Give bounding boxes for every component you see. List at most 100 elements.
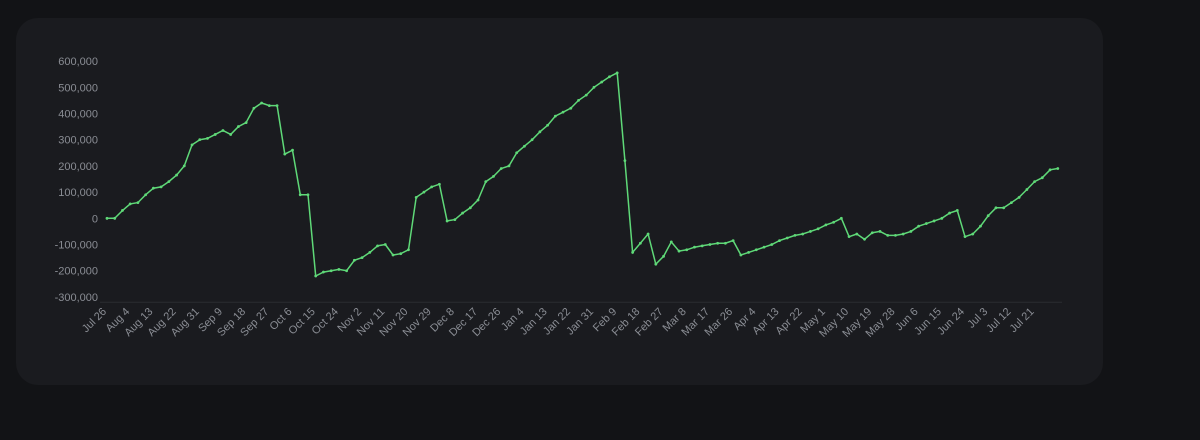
point (175, 173, 178, 177)
point (592, 85, 596, 89)
point (523, 144, 526, 148)
point (538, 130, 542, 134)
point (352, 258, 356, 262)
point (190, 143, 194, 147)
point (182, 164, 186, 168)
point (924, 222, 928, 225)
point (267, 104, 271, 108)
point (1040, 176, 1044, 180)
point (445, 219, 449, 223)
point (986, 214, 990, 218)
point (329, 269, 333, 273)
point (492, 174, 495, 178)
point (476, 198, 480, 202)
x-tick-label: Jul 21 (1007, 306, 1036, 335)
point (909, 230, 913, 233)
point (461, 211, 464, 215)
y-tick-label: -300,000 (55, 292, 98, 304)
point (1048, 168, 1052, 172)
point (244, 121, 248, 125)
point (407, 248, 410, 252)
point (762, 245, 766, 249)
point (948, 211, 951, 215)
point (569, 106, 573, 110)
y-tick-label: 500,000 (58, 82, 98, 94)
point (700, 244, 704, 248)
point (577, 98, 580, 102)
point (979, 224, 982, 228)
y-tick-label: 600,000 (58, 56, 98, 68)
point (615, 71, 619, 75)
point (399, 252, 403, 256)
x-tick-label: Oct 24 (310, 306, 341, 337)
point (453, 218, 457, 222)
point (785, 236, 789, 240)
point (237, 125, 240, 128)
point (159, 185, 163, 189)
point (994, 206, 998, 210)
point (368, 250, 372, 254)
chart-card (16, 18, 1103, 385)
point (839, 216, 843, 220)
point (901, 232, 905, 236)
point (809, 230, 812, 233)
point (221, 129, 225, 132)
point (708, 243, 712, 246)
point (275, 104, 279, 108)
point (662, 254, 665, 258)
point (870, 231, 874, 235)
x-tick-label: Jul 12 (984, 306, 1013, 335)
point (731, 239, 735, 243)
point (422, 190, 426, 194)
y-tick-label: -200,000 (55, 266, 98, 278)
point (252, 106, 256, 110)
point (360, 256, 364, 260)
point (770, 243, 774, 246)
point (638, 241, 642, 245)
point (283, 152, 287, 156)
point (546, 123, 550, 127)
point (167, 180, 171, 184)
point (646, 232, 650, 236)
y-tick-label: 400,000 (58, 108, 98, 120)
point (654, 262, 658, 266)
point (337, 268, 341, 271)
point (669, 240, 673, 244)
point (515, 151, 519, 155)
point (260, 101, 263, 105)
point (1002, 206, 1006, 210)
point (298, 193, 302, 197)
point (971, 232, 975, 236)
line (107, 71, 1058, 278)
point (816, 227, 820, 231)
point (507, 164, 511, 168)
point (499, 167, 503, 170)
point (793, 233, 797, 237)
point (414, 195, 418, 199)
point (685, 248, 689, 252)
point (754, 248, 758, 252)
point (391, 253, 395, 257)
point (306, 193, 310, 197)
x-tick-label: Jul 26 (80, 306, 109, 335)
point (553, 114, 557, 118)
point (801, 232, 805, 236)
point (206, 136, 209, 140)
point (291, 148, 294, 152)
point (863, 237, 866, 241)
y-tick-label: 200,000 (58, 161, 98, 173)
point (198, 138, 202, 142)
point (151, 186, 155, 190)
point (886, 233, 890, 237)
point (136, 201, 140, 204)
point (832, 220, 836, 224)
point (963, 235, 967, 239)
point (121, 209, 124, 212)
point (824, 223, 828, 227)
y-tick-label: -100,000 (55, 240, 98, 252)
point (1017, 195, 1021, 199)
point (376, 244, 379, 248)
point (940, 216, 944, 220)
y-tick-label: 300,000 (58, 135, 98, 147)
